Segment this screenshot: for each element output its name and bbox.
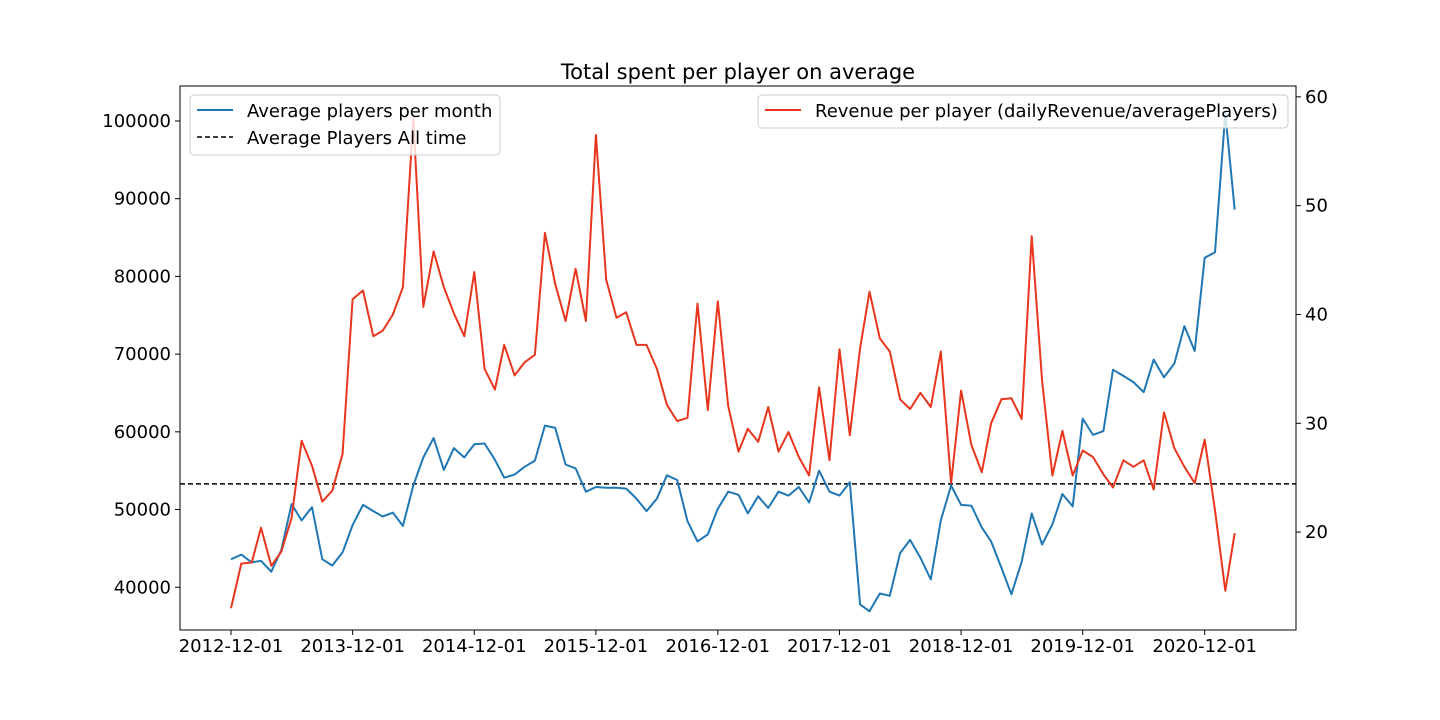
chart-title: Total spent per player on average xyxy=(560,60,915,84)
legend-left: Average players per month Average Player… xyxy=(189,94,501,156)
series-layer xyxy=(180,112,1296,613)
axes-layer: 2012-12-01 2013-12-01 2014-12-01 2015-12-01… xyxy=(102,85,1328,657)
y-left-tick-label: 50000 xyxy=(114,500,171,521)
legend-right: Revenue per player (dailyRevenue/average… xyxy=(757,94,1289,129)
legend-right-frame xyxy=(757,94,1289,129)
x-tick-label: 2017-12-01 xyxy=(787,636,892,657)
legend-label-average: Average Players All time xyxy=(247,128,466,149)
series-line-revenue xyxy=(230,117,1236,609)
y-right-tick-label: 60 xyxy=(1305,87,1328,108)
x-tick-label: 2019-12-01 xyxy=(1030,636,1135,657)
legend-label-revenue: Revenue per player (dailyRevenue/average… xyxy=(815,101,1278,122)
y-left-tick-label: 40000 xyxy=(114,577,171,598)
legend-label-players: Average players per month xyxy=(247,101,492,122)
x-tick-label: 2014-12-01 xyxy=(422,636,527,657)
series-line-players xyxy=(230,112,1236,613)
y-left-tick-label: 60000 xyxy=(114,422,171,443)
legend-left-frame xyxy=(189,94,501,156)
x-tick-label: 2018-12-01 xyxy=(909,636,1014,657)
x-tick-label: 2020-12-01 xyxy=(1152,636,1257,657)
y-right-tick-label: 40 xyxy=(1305,304,1328,325)
plot-frame xyxy=(179,85,1297,631)
x-tick-label: 2012-12-01 xyxy=(179,636,284,657)
y-left-tick-label: 100000 xyxy=(102,111,171,132)
y-right-tick-label: 50 xyxy=(1305,196,1328,217)
y-right-tick-label: 30 xyxy=(1305,413,1328,434)
x-tick-label: 2015-12-01 xyxy=(544,636,649,657)
x-tick-label: 2016-12-01 xyxy=(666,636,771,657)
y-left-tick-label: 90000 xyxy=(114,189,171,210)
y-left-tick-label: 70000 xyxy=(114,344,171,365)
y-right-tick-label: 20 xyxy=(1305,522,1328,543)
x-tick-label: 2013-12-01 xyxy=(300,636,405,657)
y-left-tick-label: 80000 xyxy=(114,266,171,287)
